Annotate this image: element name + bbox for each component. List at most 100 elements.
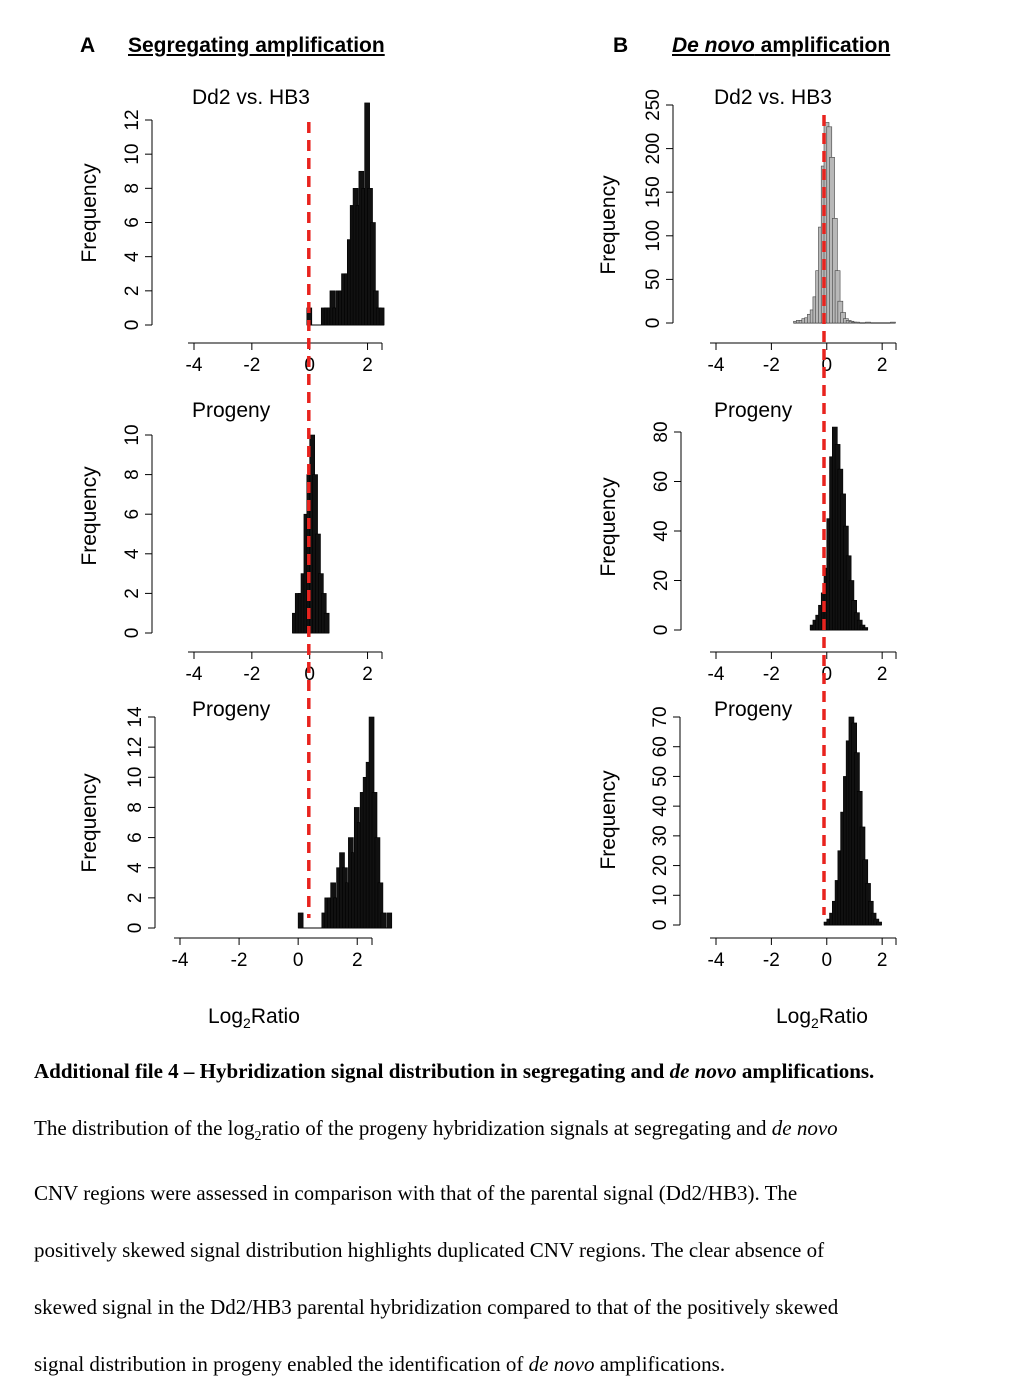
chart-3-x-tick-label: 0 [304, 664, 315, 685]
chart-3-x-tick-label: 2 [362, 664, 373, 685]
chart-6-y-tick-label: 50 [650, 766, 671, 787]
caption-line-2: CNV regions were assessed in comparison … [34, 1181, 798, 1206]
x-axis-label-a: Log2Ratio [208, 1005, 300, 1031]
chart-2-y-tick-label: 100 [643, 220, 664, 252]
chart-2-y-axis-label: Frequency [597, 175, 620, 275]
chart-2-x-tick-label: -2 [763, 355, 780, 376]
chart-3-x-tick-label: -4 [186, 664, 203, 685]
chart-6-bar [876, 921, 882, 926]
chart-5-bar [386, 912, 393, 929]
x-axis-label-b-prefix: Log [776, 1005, 812, 1028]
chart-5-bar [380, 912, 387, 929]
chart-3-y-axis-label: Frequency [78, 466, 101, 566]
chart-1-y-tick-label: 6 [122, 217, 143, 228]
chart-4-x-tick-label: -2 [763, 664, 780, 685]
chart-4-x-tick-label: 2 [877, 664, 888, 685]
chart-2-y-tick-label: 150 [643, 176, 664, 208]
chart-6-y-tick-label: 30 [650, 825, 671, 846]
chart-1-y-axis-label: Frequency [78, 163, 101, 263]
chart-6-y-axis-label: Frequency [597, 770, 620, 870]
chart-1-y-tick-label: 2 [122, 286, 143, 297]
chart-3-y-tick-label: 2 [122, 588, 143, 599]
chart-5-y-tick-label: 8 [125, 802, 146, 813]
chart-1-title: Dd2 vs. HB3 [192, 86, 310, 109]
chart-1-bar [378, 307, 385, 326]
chart-1-x-tick-label: 2 [362, 355, 373, 376]
chart-3-y-tick-label: 6 [122, 509, 143, 520]
chart-6-title: Progeny [714, 698, 793, 721]
caption-title: Additional file 4 – Hybridization signal… [34, 1043, 994, 1100]
chart-2-x-tick-label: 2 [877, 355, 888, 376]
chart-5-y-tick-label: 14 [125, 706, 146, 728]
chart-4-y-tick-label: 0 [651, 625, 672, 636]
chart-6-y-tick-label: 70 [650, 706, 671, 727]
chart-5-x-tick-label: 2 [352, 950, 363, 971]
chart-3-y-tick-label: 10 [122, 424, 143, 445]
chart-5-bar [377, 882, 384, 929]
figure-caption: Additional file 4 – Hybridization signal… [34, 1043, 994, 1393]
chart-2-y-tick-label: 0 [643, 318, 664, 329]
chart-3-y-tick-label: 8 [122, 469, 143, 480]
caption-line-1-b: ratio of the progeny hybridization signa… [261, 1116, 772, 1140]
chart-5-y-tick-label: 6 [125, 832, 146, 843]
chart-5-y-tick-label: 12 [125, 737, 146, 758]
x-axis-label-b: Log2Ratio [776, 1005, 868, 1031]
chart-5-y-tick-label: 2 [125, 893, 146, 904]
chart-2-y-tick-label: 200 [643, 133, 664, 165]
panel-title-a: Segregating amplification [128, 34, 385, 57]
caption-line-5-b: amplifications. [594, 1352, 726, 1377]
chart-6-x-tick-label: -2 [763, 950, 780, 971]
panel-letter-b: B [613, 34, 629, 57]
chart-2-bar [854, 321, 860, 324]
chart-1-y-tick-label: 4 [122, 251, 143, 262]
x-axis-label-a-suffix: Ratio [250, 1005, 300, 1028]
chart-4-y-tick-label: 60 [651, 471, 672, 492]
caption-title-a: Additional file 4 – Hybridization signal… [34, 1059, 670, 1083]
caption-line-1: The distribution of the log2ratio of the… [34, 1100, 994, 1165]
chart-6-y-tick-label: 60 [650, 736, 671, 757]
caption-title-italic: de novo [669, 1059, 737, 1083]
x-axis-label-b-suffix: Ratio [818, 1005, 868, 1028]
caption-line-1-italic: de novo [771, 1116, 838, 1140]
chart-5-x-tick-label: 0 [293, 950, 304, 971]
chart-5-bar [297, 912, 304, 929]
chart-6-y-tick-label: 0 [650, 920, 671, 931]
chart-6-y-tick-label: 40 [650, 796, 671, 817]
chart-3-title: Progeny [192, 399, 271, 422]
chart-6-x-tick-label: -4 [708, 950, 725, 971]
histogram-figure: Dd2 vs. HB3 Frequency 0 2 4 6 8 10 12 -4 -2 0 2 Dd2 v… [78, 86, 897, 971]
chart-6-y-tick-label: 20 [650, 855, 671, 876]
chart-3-x-tick-label: -2 [243, 664, 260, 685]
panel-title-b: De novo amplification [672, 34, 890, 58]
chart-4-y-tick-label: 40 [651, 520, 672, 541]
chart-1-bar [370, 222, 376, 326]
chart-5-x-tick-label: -2 [231, 950, 248, 971]
chart-1-y-tick-label: 10 [122, 144, 143, 165]
chart-2-y-tick-label: 250 [643, 89, 664, 121]
x-axis-label-b-sub: 2 [811, 1015, 819, 1032]
chart-5-title: Progeny [192, 698, 271, 721]
chart-1-x-tick-label: -2 [243, 355, 260, 376]
chart-5-y-tick-label: 4 [125, 862, 146, 873]
chart-2-title: Dd2 vs. HB3 [714, 86, 832, 109]
caption-line-5-italic: de novo [528, 1352, 595, 1377]
chart-4-bar [862, 627, 869, 631]
chart-1-y-tick-label: 0 [122, 320, 143, 331]
chart-2-x-tick-label: -4 [708, 355, 725, 376]
chart-4-y-axis-label: Frequency [597, 477, 620, 577]
x-axis-label-a-sub: 2 [243, 1015, 251, 1032]
chart-5-y-axis-label: Frequency [78, 773, 101, 873]
caption-title-b: amplifications. [736, 1059, 875, 1083]
caption-line-4: skewed signal in the Dd2/HB3 parental hy… [34, 1295, 839, 1320]
chart-4-title: Progeny [714, 399, 793, 422]
chart-4-y-tick-label: 80 [651, 421, 672, 442]
chart-4-x-tick-label: 0 [821, 664, 832, 685]
panel-title-b-rest: amplification [754, 34, 891, 57]
chart-4-x-tick-label: -4 [708, 664, 725, 685]
chart-2-y-tick-label: 50 [643, 269, 664, 290]
chart-3-y-tick-label: 0 [122, 628, 143, 639]
chart-1-x-tick-label: -4 [186, 355, 203, 376]
caption-line-3: positively skewed signal distribution hi… [34, 1238, 825, 1263]
chart-3-bar [323, 612, 330, 634]
chart-5-y-tick-label: 0 [125, 923, 146, 934]
